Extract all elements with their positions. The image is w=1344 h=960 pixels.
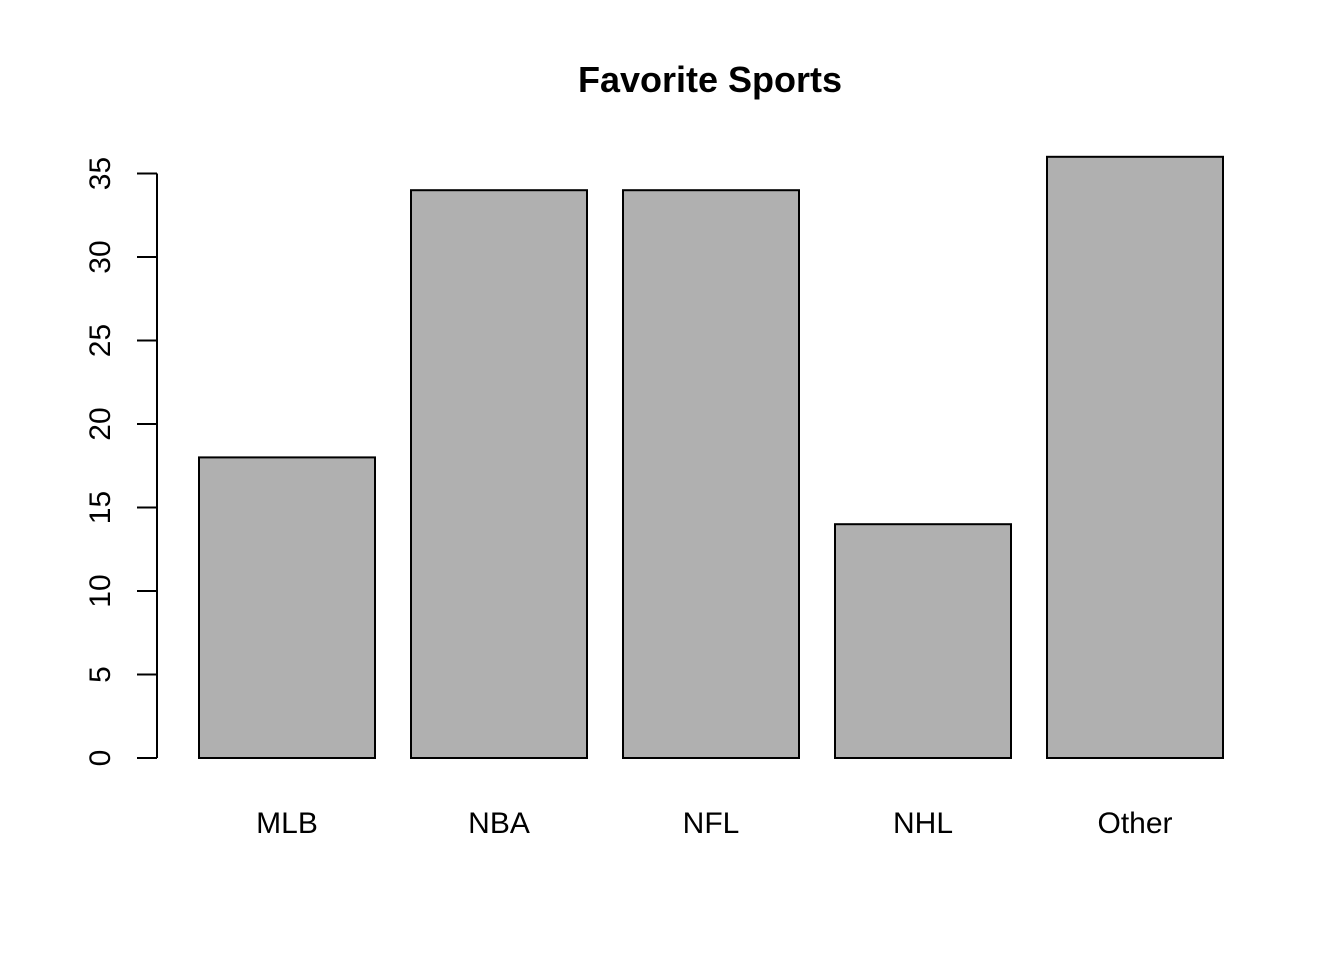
y-tick-label: 20 (84, 407, 117, 440)
bar-nba (410, 189, 588, 759)
y-tick-label: 15 (84, 491, 117, 524)
y-tick-label: 25 (84, 324, 117, 357)
x-category-label: Other (1097, 807, 1172, 840)
y-tick-label: 0 (84, 750, 117, 767)
y-tick-label: 5 (84, 666, 117, 683)
x-category-label: NHL (893, 807, 953, 840)
y-tick-label: 35 (84, 157, 117, 190)
y-tick-label: 30 (84, 240, 117, 273)
x-axis-labels: MLB NBA NFL NHL Other (256, 807, 1172, 840)
bar-other (1046, 155, 1224, 760)
bars (198, 155, 1224, 760)
x-category-label: NBA (468, 807, 530, 840)
x-category-label: NFL (683, 807, 740, 840)
bar-nhl (834, 523, 1012, 760)
bar-nfl (622, 189, 800, 759)
x-category-label: MLB (256, 807, 318, 840)
bar-mlb (198, 456, 376, 759)
y-tick-label: 10 (84, 574, 117, 607)
y-axis: 0 5 10 15 20 25 30 35 (84, 157, 158, 767)
chart-title: Favorite Sports (578, 59, 842, 100)
